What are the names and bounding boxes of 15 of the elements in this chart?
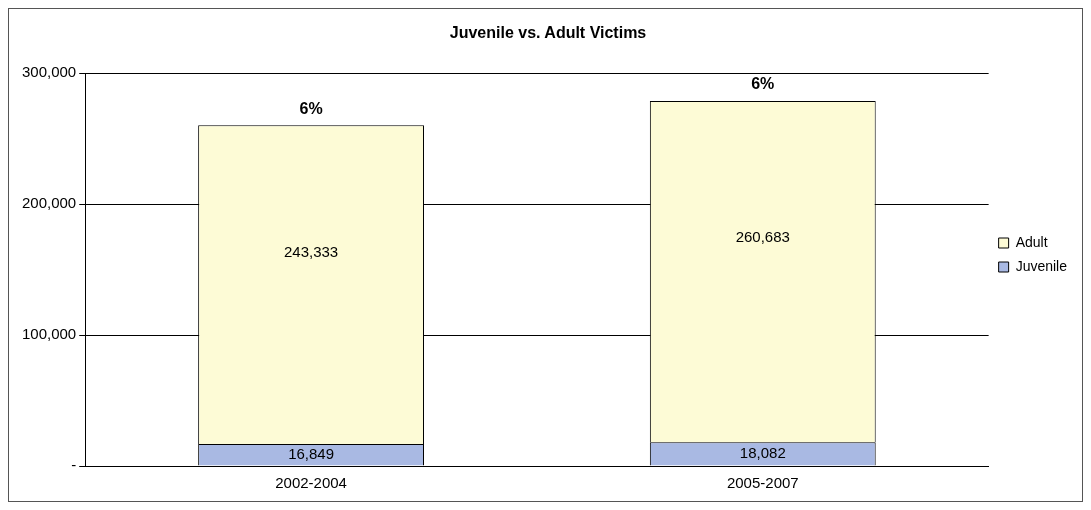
- x-tick-label: 2005-2007: [726, 474, 799, 492]
- annotation: 6%: [751, 75, 775, 93]
- chart-title: Juvenile vs. Adult Victims: [449, 24, 647, 42]
- data-label: 243,333: [283, 242, 339, 260]
- legend-label: Juvenile: [1015, 257, 1068, 274]
- legend-label: Adult: [1015, 233, 1048, 250]
- data-label: 260,683: [735, 227, 790, 245]
- data-label: 18,082: [739, 444, 786, 462]
- y-tick-label: 300,000: [21, 63, 77, 81]
- annotation: 6%: [299, 99, 323, 117]
- data-label: 16,849: [288, 444, 335, 462]
- y-tick-label: 200,000: [21, 194, 77, 212]
- y-tick-label: -: [71, 456, 77, 474]
- y-tick-label: 100,000: [21, 325, 77, 343]
- x-tick-label: 2002-2004: [275, 474, 347, 492]
